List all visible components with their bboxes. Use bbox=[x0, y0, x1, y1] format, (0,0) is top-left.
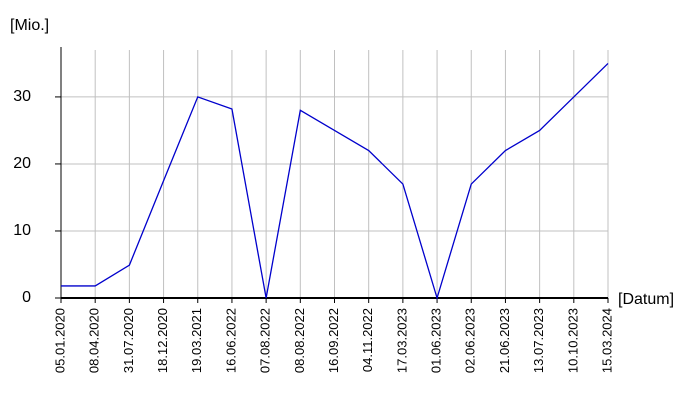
y-tick-label: 20 bbox=[13, 155, 31, 172]
x-tick-label: 07.08.2022 bbox=[258, 308, 273, 373]
x-tick-label: 21.06.2023 bbox=[497, 308, 512, 373]
data-line bbox=[61, 62, 609, 301]
y-tick-label: 10 bbox=[13, 222, 31, 239]
x-tick-label: 04.11.2022 bbox=[360, 308, 375, 372]
x-tick-label: 13.07.2023 bbox=[531, 308, 546, 373]
x-tick-label: 19.03.2021 bbox=[189, 308, 204, 373]
x-tick-label: 16.09.2022 bbox=[326, 308, 341, 373]
x-tick-label: 16.06.2022 bbox=[223, 308, 238, 373]
x-tick-label: 31.07.2020 bbox=[121, 308, 136, 373]
x-tick-label: 05.01.2020 bbox=[52, 308, 67, 373]
y-tick-label: 0 bbox=[22, 289, 31, 306]
x-tick-label: 10.10.2023 bbox=[565, 308, 580, 373]
x-tick-label: 02.06.2023 bbox=[463, 308, 478, 373]
x-tick-label: 15.03.2024 bbox=[599, 308, 614, 373]
x-tick-label: 18.12.2020 bbox=[155, 308, 170, 373]
x-tick-label: 08.08.2022 bbox=[292, 308, 307, 373]
x-axis-label: [Datum] bbox=[618, 291, 674, 308]
x-tick-label: 01.06.2023 bbox=[429, 308, 444, 373]
x-tick-label: 17.03.2023 bbox=[394, 308, 409, 373]
x-tick-label: 08.04.2020 bbox=[87, 308, 102, 373]
y-tick-label: 30 bbox=[13, 88, 31, 105]
y-axis-label: [Mio.] bbox=[10, 17, 49, 34]
